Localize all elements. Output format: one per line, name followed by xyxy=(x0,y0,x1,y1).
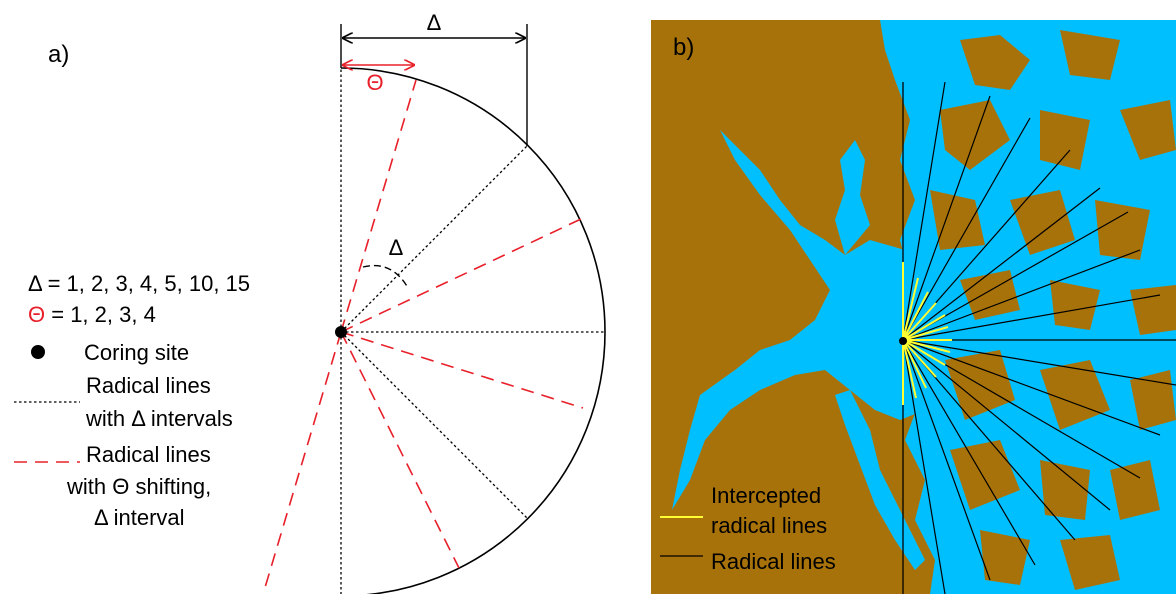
radial-line xyxy=(902,294,1161,341)
legend-dotted-label-1: Radical lines xyxy=(86,373,211,398)
radial-lines xyxy=(902,81,1176,594)
legend-intercepted-label-1: Intercepted xyxy=(711,483,821,508)
island xyxy=(1130,285,1176,335)
delta-angle-arc xyxy=(362,264,409,289)
dashed-radial-lines xyxy=(263,79,584,592)
panel-a-label: a) xyxy=(48,41,69,68)
dashed-radial-line xyxy=(340,79,417,333)
radial-line xyxy=(902,339,991,581)
intercepted-lines xyxy=(902,262,952,405)
intercepted-line xyxy=(902,314,946,341)
island xyxy=(1130,370,1176,430)
panel-a: a) Δ Θ Δ xyxy=(14,10,606,594)
legend-coring-site-marker xyxy=(31,345,45,359)
legend-coring-site: Coring site xyxy=(84,340,189,365)
intercepted-line xyxy=(902,277,919,341)
radial-line xyxy=(902,339,1036,566)
dashed-radial-line xyxy=(263,331,342,592)
intercepted-line xyxy=(902,302,937,341)
island xyxy=(1040,110,1090,170)
radial-line xyxy=(902,187,1101,341)
radial-line xyxy=(902,117,1031,341)
lake-inlet-north xyxy=(835,140,870,255)
dotted-radial-line xyxy=(340,145,528,333)
legend-radial-label: Radical lines xyxy=(711,549,836,574)
legend-dashed-label-2: with Θ shifting, xyxy=(66,474,211,499)
island xyxy=(1060,535,1120,590)
island xyxy=(1095,200,1150,260)
semicircle-arc xyxy=(340,67,606,594)
intercepted-line xyxy=(902,339,946,366)
island xyxy=(940,100,1010,170)
radial-line xyxy=(902,249,1141,341)
delta-dimension-label: Δ xyxy=(427,10,442,35)
map-coring-site-dot xyxy=(899,337,907,345)
dotted-radial-line xyxy=(340,331,528,519)
legend-theta-symbol: Θ xyxy=(28,302,45,327)
panel-b-legend: Intercepted radical lines Radical lines xyxy=(660,483,836,574)
panel-b: Intercepted radical lines Radical lines … xyxy=(651,20,1176,594)
island xyxy=(1110,460,1160,520)
legend-delta-values: Δ = 1, 2, 3, 4, 5, 10, 15 xyxy=(28,271,250,296)
intercepted-line xyxy=(902,339,927,389)
legend-dotted-label-2: with Δ intervals xyxy=(85,406,233,431)
radial-line xyxy=(902,95,991,341)
island xyxy=(950,440,1020,510)
island xyxy=(1060,30,1120,80)
coring-site-dot xyxy=(335,326,347,338)
island xyxy=(930,190,985,250)
island xyxy=(1010,190,1075,255)
radial-line xyxy=(902,339,1161,436)
dashed-radial-line xyxy=(340,331,460,569)
legend-dashed-label-1: Radical lines xyxy=(86,442,211,467)
legend-dashed-label-3: Δ interval xyxy=(94,505,185,530)
radial-line xyxy=(902,339,946,594)
dashed-radial-line xyxy=(340,331,584,409)
island xyxy=(1120,100,1176,160)
intercepted-line xyxy=(902,339,951,353)
panel-b-label: b) xyxy=(673,34,694,61)
theta-dimension-label: Θ xyxy=(366,70,383,95)
legend-theta-values: Θ = 1, 2, 3, 4 xyxy=(28,302,156,327)
legend-theta-numbers: = 1, 2, 3, 4 xyxy=(45,302,156,327)
islands xyxy=(930,30,1176,590)
dashed-radial-line xyxy=(340,218,582,333)
dotted-radial-lines xyxy=(340,68,604,594)
island xyxy=(1050,280,1100,330)
legend-intercepted-label-2: radical lines xyxy=(711,513,827,538)
panel-a-legend: Δ = 1, 2, 3, 4, 5, 10, 15 Θ = 1, 2, 3, 4… xyxy=(14,271,250,530)
intercepted-line xyxy=(902,326,949,341)
radial-line xyxy=(902,339,1176,386)
island xyxy=(960,35,1030,90)
map-area: Intercepted radical lines Radical lines xyxy=(651,20,1176,594)
intercepted-line xyxy=(902,291,929,341)
radial-line xyxy=(902,339,1111,511)
island xyxy=(1040,460,1090,520)
lake-body xyxy=(672,130,930,510)
island xyxy=(980,530,1030,585)
radial-line xyxy=(902,81,946,341)
delta-angle-label: Δ xyxy=(389,235,404,260)
intercepted-line xyxy=(902,339,917,399)
intercepted-line xyxy=(902,339,937,378)
island xyxy=(1040,360,1110,430)
